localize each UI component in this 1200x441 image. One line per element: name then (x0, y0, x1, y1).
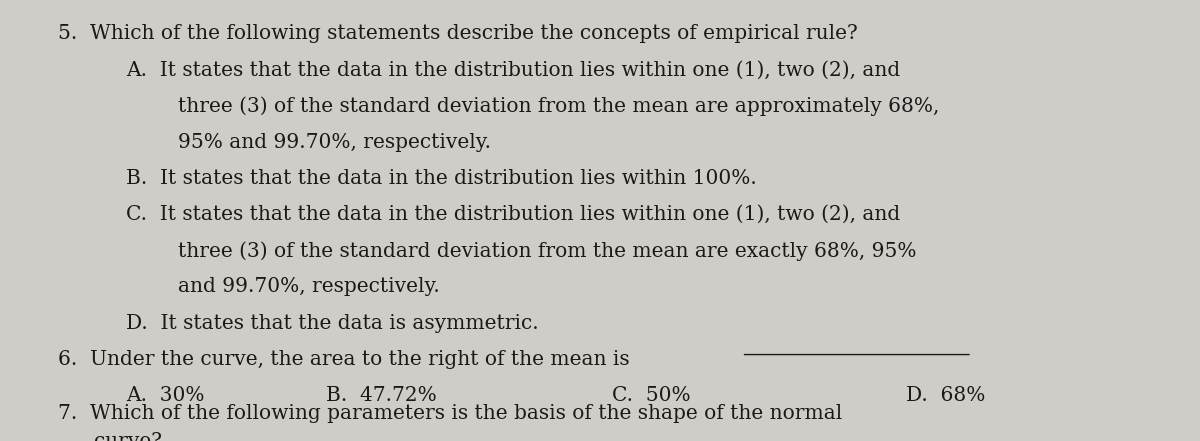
Text: 5.  Which of the following statements describe the concepts of empirical rule?: 5. Which of the following statements des… (58, 24, 857, 43)
Text: curve?: curve? (94, 432, 162, 441)
Text: D.  68%: D. 68% (906, 386, 985, 405)
Text: three (3) of the standard deviation from the mean are approximately 68%,: three (3) of the standard deviation from… (178, 97, 938, 116)
Text: A.  30%: A. 30% (126, 386, 204, 405)
Text: A.  It states that the data in the distribution lies within one (1), two (2), an: A. It states that the data in the distri… (126, 60, 900, 79)
Text: 7.  Which of the following parameters is the basis of the shape of the normal: 7. Which of the following parameters is … (58, 404, 842, 422)
Text: 6.  Under the curve, the area to the right of the mean is: 6. Under the curve, the area to the righ… (58, 350, 629, 369)
Text: B.  47.72%: B. 47.72% (326, 386, 437, 405)
Text: C.  It states that the data in the distribution lies within one (1), two (2), an: C. It states that the data in the distri… (126, 205, 900, 224)
Text: three (3) of the standard deviation from the mean are exactly 68%, 95%: three (3) of the standard deviation from… (178, 241, 916, 261)
Text: C.  50%: C. 50% (612, 386, 691, 405)
Text: B.  It states that the data in the distribution lies within 100%.: B. It states that the data in the distri… (126, 169, 757, 188)
Text: 95% and 99.70%, respectively.: 95% and 99.70%, respectively. (178, 133, 491, 152)
Text: and 99.70%, respectively.: and 99.70%, respectively. (178, 277, 439, 296)
Text: D.  It states that the data is asymmetric.: D. It states that the data is asymmetric… (126, 314, 539, 333)
